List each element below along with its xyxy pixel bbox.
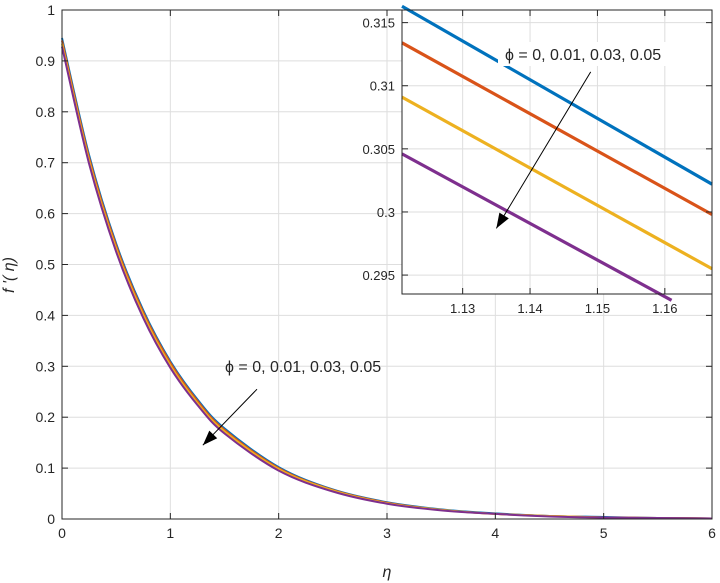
main-x-tick-label: 2 — [275, 525, 283, 541]
inset-y-tick-label: 0.31 — [370, 79, 395, 94]
main-y-tick-label: 0.5 — [36, 257, 56, 273]
y-axis-label: f '( η) — [1, 257, 18, 293]
inset-annotation-background — [498, 42, 684, 66]
main-series-group — [61, 37, 713, 520]
main-x-tick-label: 6 — [708, 525, 716, 541]
inset-annotation-arrow-head — [496, 212, 509, 229]
main-ticks: 0 1 2 3 4 5 6 0 0.1 0.2 0.3 0.4 0.5 0.6 0.7 0.8 0.9 1 — [36, 2, 717, 541]
main-series-line-3 — [61, 46, 713, 520]
main-y-tick-label: 0.7 — [36, 155, 56, 171]
main-y-tick-label: 0.8 — [36, 104, 56, 120]
inset-annotation-arrow-line — [495, 71, 592, 229]
main-x-tick-label: 3 — [383, 525, 391, 541]
main-x-tick-label: 4 — [491, 525, 499, 541]
main-y-tick-label: 0.4 — [36, 307, 56, 323]
inset-frame — [401, 9, 713, 295]
main-x-tick-label: 5 — [600, 525, 608, 541]
inset-y-tick-label: 0.3 — [377, 205, 395, 220]
inset-series-line-0 — [401, 4, 713, 186]
inset-ticks: 1.13 1.14 1.15 1.16 0.295 0.3 0.305 0.31 0.315 — [362, 10, 712, 316]
main-annotation-arrow-head — [202, 430, 218, 446]
main-y-tick-label: 0.9 — [36, 53, 56, 69]
inset-series-line-3 — [401, 152, 673, 302]
inset-annotation-text: ϕ = 0, 0.01, 0.03, 0.05 — [505, 47, 661, 64]
inset-y-tick-label: 0.295 — [362, 268, 395, 283]
inset-x-tick-label: 1.14 — [517, 301, 542, 316]
inset-x-tick-label: 1.16 — [652, 301, 677, 316]
inset-grid — [402, 10, 712, 294]
inset-x-tick-label: 1.15 — [585, 301, 610, 316]
main-annotation-text: ϕ = 0, 0.01, 0.03, 0.05 — [225, 359, 381, 376]
main-y-tick-label: 0.2 — [36, 409, 56, 425]
inset-series-group — [401, 4, 713, 302]
main-x-tick-label: 0 — [58, 525, 66, 541]
inset-y-tick-label: 0.315 — [362, 16, 395, 31]
x-axis-label: η — [383, 564, 392, 581]
inset-y-tick-label: 0.305 — [362, 142, 395, 157]
main-y-tick-label: 0.1 — [36, 460, 56, 476]
main-annotation: ϕ = 0, 0.01, 0.03, 0.05 — [202, 359, 381, 446]
main-y-tick-label: 0 — [47, 511, 55, 527]
inset-x-tick-label: 1.13 — [450, 301, 475, 316]
main-y-tick-label: 1 — [47, 2, 55, 18]
inset-series-line-2 — [401, 95, 713, 271]
inset-annotation: ϕ = 0, 0.01, 0.03, 0.05 — [495, 42, 684, 229]
main-y-tick-label: 0.6 — [36, 206, 56, 222]
main-x-tick-label: 1 — [166, 525, 174, 541]
main-y-tick-label: 0.3 — [36, 358, 56, 374]
